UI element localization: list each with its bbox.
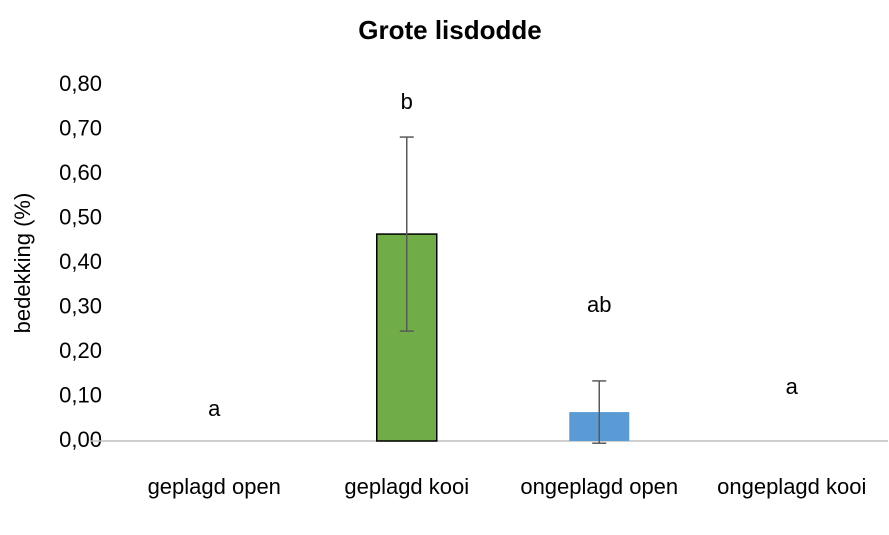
- annotation: a: [786, 374, 799, 399]
- y-tick-label: 0,00: [59, 427, 102, 452]
- x-tick-label: ongeplagd open: [520, 474, 678, 499]
- x-tick-label: geplagd open: [148, 474, 281, 499]
- y-tick-label: 0,30: [59, 293, 102, 318]
- y-tick-label: 0,10: [59, 382, 102, 407]
- annotation: ab: [587, 292, 611, 317]
- y-axis-label: bedekking (%): [10, 193, 35, 334]
- y-tick-label: 0,20: [59, 338, 102, 363]
- y-tick-label: 0,80: [59, 71, 102, 96]
- x-tick-label: geplagd kooi: [344, 474, 469, 499]
- y-tick-label: 0,40: [59, 249, 102, 274]
- annotation: a: [208, 396, 221, 421]
- x-tick-label: ongeplagd kooi: [717, 474, 866, 499]
- y-tick-label: 0,70: [59, 115, 102, 140]
- y-tick-label: 0,60: [59, 160, 102, 185]
- annotation: b: [401, 89, 413, 114]
- y-tick-label: 0,50: [59, 204, 102, 229]
- chart-title: Grote lisdodde: [358, 15, 541, 45]
